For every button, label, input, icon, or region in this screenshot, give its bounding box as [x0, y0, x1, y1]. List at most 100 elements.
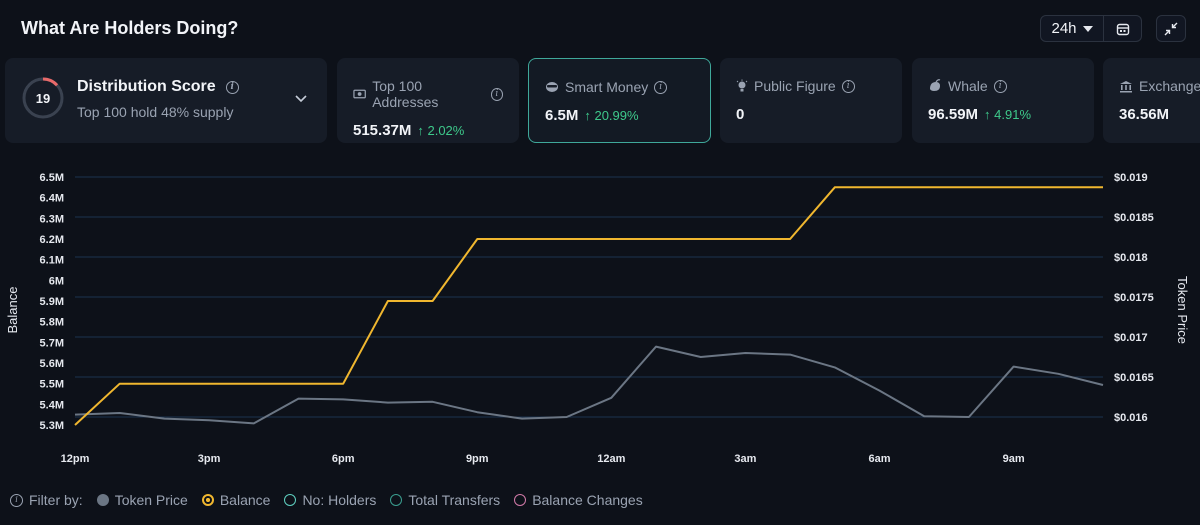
legend-label: Total Transfers — [408, 492, 501, 508]
holders-chart: 5.3M 5.4M 5.5M 5.6M 5.7M 5.8M 5.9M 6M 6.1M 6.2M 6.… — [5, 172, 1190, 465]
collapse-button[interactable] — [1156, 15, 1186, 42]
y-tick-label: 5.7M — [40, 337, 64, 349]
chevron-down-icon[interactable] — [295, 95, 307, 103]
x-axis-ticks: 12pm 3pm 6pm 9pm 12am 3am 6am 9am — [61, 453, 1025, 465]
smart-money-icon — [546, 82, 558, 92]
card-label: Smart Money — [565, 79, 649, 95]
card-label: Whale — [948, 78, 988, 94]
info-icon[interactable]: i — [841, 79, 855, 93]
money-icon — [353, 89, 366, 99]
legend-item-balance-changes[interactable]: Balance Changes — [514, 492, 643, 508]
y2-tick-label: $0.0165 — [1114, 372, 1154, 384]
info-icon[interactable]: i — [225, 80, 239, 94]
distribution-score-gauge: 19 — [22, 77, 64, 119]
y-tick-label: 6.1M — [40, 255, 64, 267]
card-label: Top 100 Addresses — [372, 78, 439, 110]
legend-swatch — [390, 494, 403, 506]
y2-tick-label: $0.019 — [1114, 172, 1148, 184]
card-whale[interactable]: Whale i 96.59M ↑ 4.91% — [912, 58, 1094, 143]
y-tick-label: 5.8M — [40, 317, 64, 329]
y-tick-label: 5.6M — [40, 358, 64, 370]
card-delta: ↑ 2.02% — [417, 123, 465, 138]
distribution-score-subtitle: Top 100 hold 48% supply — [77, 104, 234, 120]
y2-tick-label: $0.018 — [1114, 252, 1148, 264]
metric-cards: 19 Distribution Score i Top 100 hold 48%… — [0, 58, 1200, 143]
card-value: 0 — [736, 106, 745, 123]
chart-series — [74, 186, 1104, 426]
card-exchange[interactable]: Exchange 36.56M — [1103, 58, 1200, 143]
y-tick-label: 6.2M — [40, 234, 64, 246]
distribution-score-value: 19 — [36, 91, 50, 106]
chart-grid — [75, 176, 1103, 418]
legend-item-token-price[interactable]: Token Price — [96, 492, 188, 508]
card-value: 36.56M — [1119, 106, 1170, 123]
y2-axis-ticks: $0.016 $0.0165 $0.017 $0.0175 $0.018 $0.0185 $… — [1114, 172, 1154, 424]
bank-icon — [1120, 80, 1132, 92]
whale-icon — [930, 79, 941, 91]
x-tick-label: 3pm — [198, 453, 221, 465]
filter-label-group: i Filter by: — [10, 492, 83, 508]
legend-item-total-transfers[interactable]: Total Transfers — [390, 492, 500, 508]
card-value: 515.37M — [353, 122, 412, 139]
legend-label: Balance — [219, 492, 271, 508]
card-top-100-addresses[interactable]: Top 100 Addresses i 515.37M ↑ 2.02% — [337, 58, 519, 143]
legend-label: Balance Changes — [532, 492, 643, 508]
card-value: 6.5M — [545, 107, 579, 124]
y-tick-label: 5.4M — [40, 399, 64, 411]
calendar-icon — [1116, 23, 1129, 35]
x-tick-label: 9pm — [466, 453, 489, 465]
chart-legend: i Filter by: Token Price Balance No: Hol… — [10, 492, 643, 508]
x-tick-label: 3am — [734, 453, 756, 465]
x-tick-label: 6pm — [332, 453, 355, 465]
lightbulb-icon — [736, 79, 748, 92]
legend-swatch — [514, 494, 527, 506]
filter-label: Filter by: — [29, 492, 83, 508]
card-public-figure[interactable]: Public Figure i 0 — [720, 58, 902, 143]
info-icon[interactable]: i — [654, 80, 668, 94]
y-axis-ticks: 5.3M 5.4M 5.5M 5.6M 5.7M 5.8M 5.9M 6M 6.1M 6.2M 6.… — [40, 172, 64, 432]
card-delta: ↑ 4.91% — [984, 107, 1032, 122]
info-icon[interactable]: i — [490, 87, 503, 101]
x-tick-label: 12am — [597, 453, 625, 465]
legend-label: No: Holders — [302, 492, 377, 508]
y-tick-label: 5.9M — [40, 296, 64, 308]
x-tick-label: 6am — [869, 453, 891, 465]
legend-swatch — [96, 494, 109, 506]
legend-label: Token Price — [114, 492, 188, 508]
y2-tick-label: $0.017 — [1114, 332, 1148, 344]
info-icon[interactable]: i — [993, 79, 1007, 93]
time-range-value: 24h — [1051, 20, 1077, 37]
legend-swatch — [201, 494, 214, 506]
card-label: Exchange — [1139, 78, 1200, 94]
distribution-score-title: Distribution Score — [77, 78, 216, 95]
y-tick-label: 6.3M — [40, 213, 64, 225]
chevron-down-icon — [1082, 25, 1093, 32]
distribution-score-card[interactable]: 19 Distribution Score i Top 100 hold 48%… — [5, 58, 327, 143]
y-axis-label: Balance — [5, 287, 20, 334]
y2-tick-label: $0.0185 — [1114, 212, 1154, 224]
legend-item-balance[interactable]: Balance — [201, 492, 271, 508]
y-tick-label: 5.5M — [40, 379, 64, 391]
legend-item-no-holders[interactable]: No: Holders — [284, 492, 376, 508]
y2-axis-label: Token Price — [1175, 276, 1190, 344]
y-tick-label: 5.3M — [40, 420, 64, 432]
y-tick-label: 6.4M — [40, 193, 64, 205]
x-tick-label: 12pm — [61, 453, 90, 465]
card-smart-money[interactable]: Smart Money i 6.5M ↑ 20.99% — [528, 58, 711, 143]
card-value: 96.59M — [928, 106, 979, 123]
token-price-line — [74, 345, 1104, 425]
y2-tick-label: $0.016 — [1114, 412, 1148, 424]
y2-tick-label: $0.0175 — [1114, 292, 1154, 304]
y-tick-label: 6.5M — [40, 172, 64, 184]
y-tick-label: 6M — [49, 275, 64, 287]
card-label: Public Figure — [754, 78, 836, 94]
time-range-select[interactable]: 24h — [1040, 15, 1104, 42]
info-icon[interactable]: i — [10, 493, 23, 507]
balance-line — [74, 186, 1103, 426]
legend-swatch — [284, 494, 297, 506]
calendar-button[interactable] — [1104, 15, 1142, 42]
x-tick-label: 9am — [1003, 453, 1025, 465]
collapse-icon — [1164, 22, 1178, 35]
card-delta: ↑ 20.99% — [584, 108, 639, 123]
page-title: What Are Holders Doing? — [21, 18, 239, 38]
